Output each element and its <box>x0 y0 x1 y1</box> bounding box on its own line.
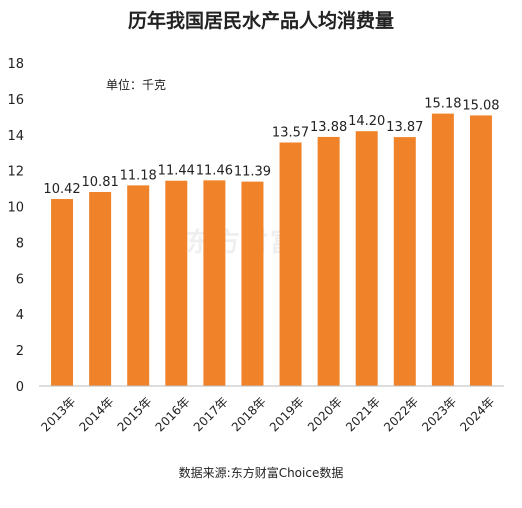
bar <box>127 185 150 386</box>
source-note: 数据来源:东方财富Choice数据 <box>178 466 344 480</box>
data-label: 11.46 <box>196 163 233 178</box>
data-label: 13.57 <box>272 125 309 140</box>
x-tick-label: 2019年 <box>267 394 307 434</box>
y-tick-label: 18 <box>7 57 24 72</box>
bar <box>203 180 226 386</box>
bar <box>469 115 492 387</box>
x-tick-label: 2022年 <box>381 394 421 434</box>
bar <box>89 192 112 386</box>
bar <box>51 199 74 386</box>
y-tick-label: 8 <box>16 236 24 251</box>
bar <box>279 142 302 386</box>
bar <box>393 137 416 386</box>
data-label: 13.88 <box>310 120 347 135</box>
data-label: 15.08 <box>462 98 499 113</box>
y-tick-label: 16 <box>7 93 24 108</box>
x-tick-label: 2015年 <box>115 394 155 434</box>
chart-title: 历年我国居民水产品人均消费量 <box>127 10 394 32</box>
y-tick-label: 14 <box>7 129 24 144</box>
y-tick-label: 6 <box>16 272 24 287</box>
data-label: 11.18 <box>120 168 157 183</box>
bar <box>317 136 340 386</box>
x-tick-label: 2016年 <box>153 394 193 434</box>
bar <box>165 180 188 386</box>
bar <box>431 113 454 386</box>
data-label: 14.20 <box>348 114 385 129</box>
y-tick-label: 2 <box>16 344 24 359</box>
data-label: 11.44 <box>158 164 195 179</box>
x-tick-label: 2017年 <box>191 394 231 434</box>
bar <box>241 181 264 386</box>
x-tick-label: 2018年 <box>229 394 269 434</box>
bar <box>355 131 378 386</box>
y-tick-label: 12 <box>7 165 24 180</box>
x-tick-label: 2020年 <box>305 394 345 434</box>
y-tick-label: 0 <box>16 380 24 395</box>
data-label: 10.42 <box>43 182 80 197</box>
x-tick-label: 2013年 <box>38 394 78 434</box>
x-tick-label: 2023年 <box>419 394 459 434</box>
data-label: 10.81 <box>82 175 119 190</box>
y-tick-label: 4 <box>16 308 24 323</box>
unit-label: 单位：千克 <box>106 78 167 92</box>
data-label: 13.87 <box>386 120 423 135</box>
x-tick-label: 2024年 <box>457 394 497 434</box>
data-label: 11.39 <box>234 165 271 180</box>
y-tick-label: 10 <box>7 201 24 216</box>
x-tick-label: 2021年 <box>343 394 383 434</box>
x-tick-label: 2014年 <box>76 394 116 434</box>
data-label: 15.18 <box>424 97 461 112</box>
